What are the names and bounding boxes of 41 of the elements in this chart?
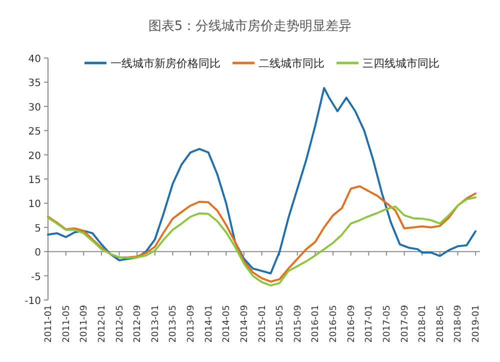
x-tick-label: 2015-01 [258, 305, 268, 343]
x-tick-label: 2012-05 [115, 305, 126, 343]
x-tick-label: 2017-09 [400, 304, 410, 343]
y-tick-label: 0 [34, 248, 41, 259]
x-tick-label: 2016-05 [329, 305, 340, 343]
x-tick-label: 2017-01 [364, 305, 375, 343]
x-tick-label: 2018-05 [436, 305, 446, 343]
y-tick-label: 25 [28, 126, 41, 138]
x-tick-label: 2011-09 [80, 304, 90, 343]
x-tick-label: 2013-09 [186, 304, 197, 343]
x-tick-label: 2013-05 [168, 305, 179, 343]
x-tick-label: 2013-01 [150, 305, 161, 343]
y-tick-label: 40 [28, 54, 41, 65]
line-series [47, 87, 477, 274]
legend-label: 一线城市新房价格同比 [110, 57, 220, 70]
x-tick-label: 2011-01 [44, 305, 54, 343]
x-tick-label: 2016-09 [346, 304, 357, 343]
x-tick-label: 2015-09 [293, 304, 304, 343]
y-tick-label: 35 [28, 78, 41, 90]
x-tick-label: 2017-05 [382, 305, 392, 343]
x-tick-label: 2015-05 [276, 305, 286, 343]
legend-label: 三四线城市同比 [362, 57, 440, 70]
legend-label: 二线城市同比 [258, 57, 324, 70]
y-tick-label: -10 [24, 296, 41, 307]
x-tick-label: 2012-01 [97, 305, 108, 343]
x-tick-label: 2014-01 [204, 305, 214, 343]
x-tick-label: 2019-01 [472, 305, 482, 343]
y-tick-label: 10 [28, 199, 41, 210]
y-tick-label: 15 [28, 175, 41, 186]
x-tick-label: 2012-09 [133, 304, 144, 343]
y-tick-label: 5 [34, 223, 41, 234]
x-tick-label: 2018-01 [418, 305, 428, 343]
x-tick-label: 2014-05 [222, 305, 232, 343]
y-tick-label: -5 [31, 272, 41, 283]
x-tick-label: 2014-09 [240, 304, 250, 343]
chart-title: 图表5：分线城市房价走势明显差异 [148, 18, 352, 34]
x-tick-label: 2016-01 [311, 305, 322, 343]
y-tick-label: 20 [28, 150, 41, 162]
y-tick-label: 30 [28, 102, 41, 114]
x-tick-label: 2018-09 [454, 304, 464, 343]
x-tick-label: 2011-05 [62, 305, 72, 343]
